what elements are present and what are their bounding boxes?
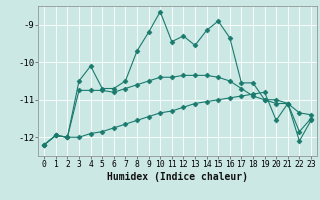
- X-axis label: Humidex (Indice chaleur): Humidex (Indice chaleur): [107, 172, 248, 182]
